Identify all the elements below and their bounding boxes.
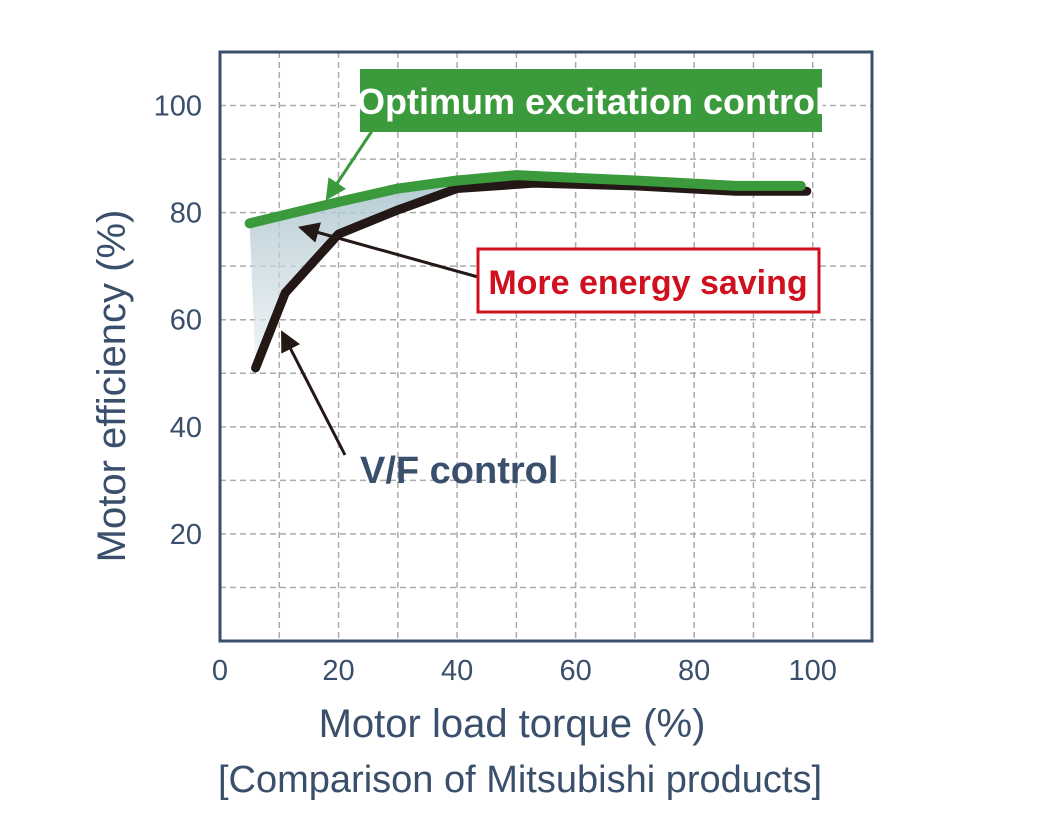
plot-frame [218,50,874,643]
y-tick-label: 80 [170,198,202,230]
optimum-label-arrow [325,130,374,201]
energy-saving-box [476,247,821,314]
optimum-label: Optimum excitation control [357,81,825,122]
chart-caption: [Comparison of Mitsubishi products] [218,759,822,801]
series-layer [244,170,812,373]
y-tick-label: 40 [170,412,202,444]
energy-saving-label: More energy saving [488,264,807,302]
y-tick-label: 60 [170,305,202,337]
vf-label-arrow [281,330,347,456]
x-tick-label: 0 [212,655,228,687]
y-axis-title: Motor efficiency (%) [90,210,134,563]
x-tick-label: 100 [789,655,837,687]
optimum-label-box [360,69,822,132]
grid-lines [220,52,872,641]
y-tick-label: 100 [154,91,202,123]
optimum-excitation-line [244,170,806,229]
x-tick-labels: 0 20 40 60 80 100 [212,655,837,687]
x-axis-title: Motor load torque (%) [319,702,706,746]
energy-saving-area [249,180,458,368]
x-tick-label: 80 [678,655,710,687]
x-tick-label: 20 [322,655,354,687]
y-tick-label: 20 [170,519,202,551]
y-tick-labels: 20 40 60 80 100 [154,91,202,551]
x-tick-label: 60 [560,655,592,687]
vf-control-line [251,178,812,373]
x-tick-label: 40 [441,655,473,687]
vf-label: V/F control [360,450,558,492]
energy-saving-arrow [297,222,479,279]
